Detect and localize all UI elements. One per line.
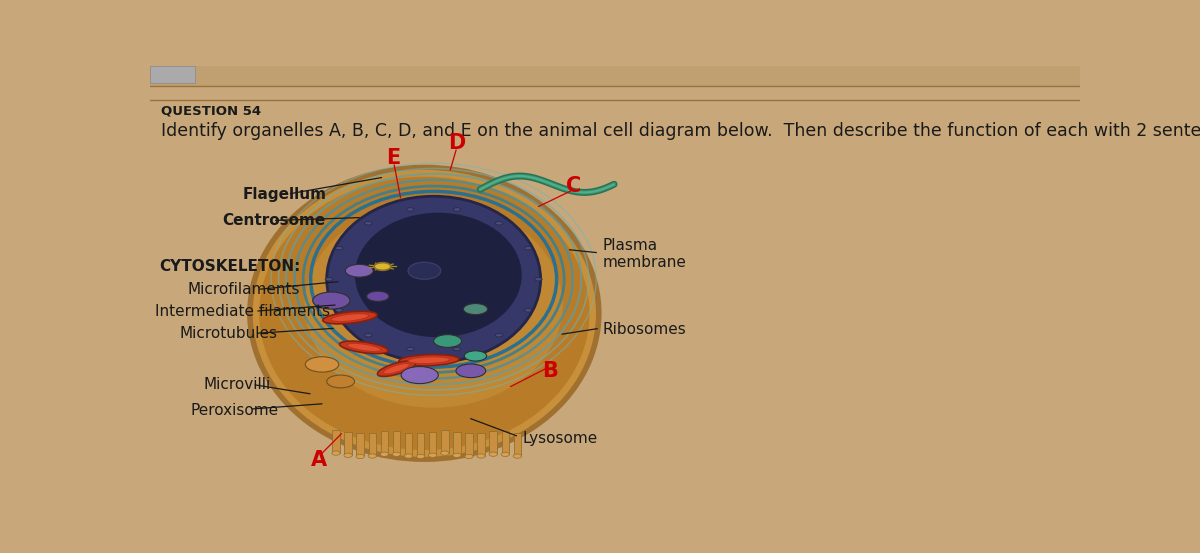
Text: D: D — [449, 133, 466, 153]
Ellipse shape — [488, 452, 497, 456]
Ellipse shape — [413, 259, 492, 265]
Bar — [514, 432, 521, 456]
Ellipse shape — [524, 247, 532, 250]
Ellipse shape — [325, 278, 332, 281]
Ellipse shape — [476, 454, 485, 458]
Text: E: E — [386, 148, 401, 168]
Ellipse shape — [456, 364, 486, 378]
Ellipse shape — [452, 453, 461, 457]
Ellipse shape — [433, 335, 462, 347]
Ellipse shape — [346, 264, 373, 277]
Ellipse shape — [365, 333, 372, 337]
Ellipse shape — [496, 333, 503, 337]
Ellipse shape — [326, 196, 541, 362]
Text: Lysosome: Lysosome — [522, 431, 598, 446]
Text: Peroxisome: Peroxisome — [191, 403, 280, 418]
Text: QUESTION 54: QUESTION 54 — [161, 105, 262, 118]
Bar — [368, 432, 376, 456]
Bar — [356, 433, 364, 456]
Ellipse shape — [419, 287, 486, 294]
Ellipse shape — [398, 354, 460, 366]
Ellipse shape — [454, 347, 461, 351]
Ellipse shape — [408, 262, 440, 279]
Ellipse shape — [463, 304, 487, 315]
Text: CYTOSKELETON:: CYTOSKELETON: — [160, 259, 301, 274]
Bar — [150, 66, 194, 82]
Bar — [442, 430, 449, 453]
Bar — [490, 431, 497, 454]
Ellipse shape — [331, 314, 368, 321]
Text: Identify organelles A, B, C, D, and E on the animal cell diagram below.  Then de: Identify organelles A, B, C, D, and E on… — [161, 122, 1200, 140]
Ellipse shape — [259, 177, 589, 450]
Ellipse shape — [347, 343, 380, 351]
Bar — [478, 432, 485, 456]
Ellipse shape — [355, 213, 522, 337]
Ellipse shape — [404, 454, 413, 458]
Ellipse shape — [356, 455, 365, 458]
Ellipse shape — [414, 268, 490, 275]
Text: membrane: membrane — [602, 255, 686, 270]
Ellipse shape — [305, 202, 563, 408]
Text: Intermediate filaments: Intermediate filaments — [155, 304, 330, 319]
Ellipse shape — [305, 357, 338, 372]
Text: Plasma: Plasma — [602, 238, 658, 253]
Text: Centrosome: Centrosome — [222, 213, 325, 228]
Ellipse shape — [454, 208, 461, 211]
Text: Flagellum: Flagellum — [242, 186, 326, 202]
Ellipse shape — [496, 222, 503, 225]
Text: Microfilaments: Microfilaments — [187, 282, 300, 297]
Ellipse shape — [365, 222, 372, 225]
Ellipse shape — [514, 454, 522, 458]
Ellipse shape — [313, 292, 350, 309]
Bar — [454, 432, 461, 455]
Ellipse shape — [407, 208, 414, 211]
Ellipse shape — [410, 249, 493, 256]
Ellipse shape — [416, 455, 425, 458]
Bar — [150, 66, 1080, 86]
Bar — [392, 431, 400, 455]
Ellipse shape — [374, 263, 391, 270]
Ellipse shape — [464, 351, 487, 361]
Text: C: C — [565, 176, 581, 196]
Bar — [380, 431, 388, 454]
Ellipse shape — [323, 311, 377, 324]
Ellipse shape — [428, 453, 437, 457]
Text: B: B — [542, 361, 558, 381]
Bar — [502, 431, 509, 455]
Text: Ribosomes: Ribosomes — [602, 322, 686, 337]
Text: Microtubules: Microtubules — [180, 326, 277, 341]
Ellipse shape — [336, 247, 343, 250]
Ellipse shape — [416, 278, 488, 284]
Ellipse shape — [367, 291, 389, 301]
Ellipse shape — [380, 452, 389, 456]
Ellipse shape — [408, 357, 450, 363]
Ellipse shape — [407, 347, 414, 351]
Bar — [404, 432, 413, 456]
Ellipse shape — [378, 361, 415, 377]
Ellipse shape — [340, 341, 389, 354]
Ellipse shape — [383, 363, 409, 374]
Ellipse shape — [336, 309, 343, 312]
Ellipse shape — [401, 367, 438, 384]
Ellipse shape — [326, 375, 355, 388]
Text: A: A — [311, 450, 328, 470]
Ellipse shape — [392, 452, 401, 456]
Ellipse shape — [464, 455, 473, 458]
Ellipse shape — [248, 166, 600, 460]
Ellipse shape — [535, 278, 542, 281]
Bar — [344, 432, 352, 455]
Ellipse shape — [422, 306, 482, 312]
Bar — [466, 433, 473, 456]
Ellipse shape — [332, 451, 340, 455]
Ellipse shape — [368, 454, 377, 458]
Ellipse shape — [524, 309, 532, 312]
Bar — [430, 432, 437, 455]
Ellipse shape — [502, 452, 510, 456]
Bar — [332, 430, 340, 453]
Text: Microvilli: Microvilli — [204, 377, 271, 393]
Ellipse shape — [344, 453, 353, 457]
Bar — [416, 433, 425, 456]
Ellipse shape — [440, 451, 449, 455]
Ellipse shape — [420, 296, 485, 303]
